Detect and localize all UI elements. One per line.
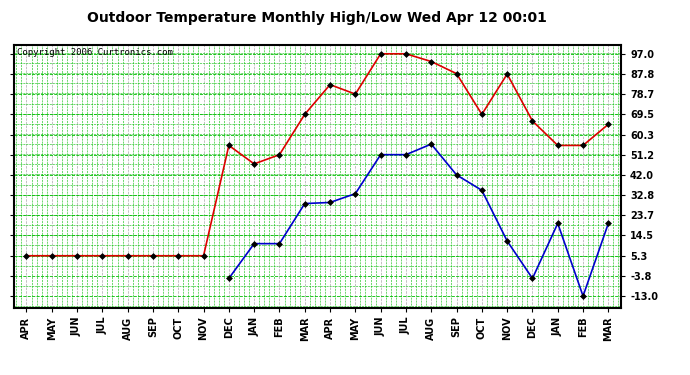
Text: Copyright 2006 Curtronics.com: Copyright 2006 Curtronics.com	[17, 48, 172, 57]
Text: Outdoor Temperature Monthly High/Low Wed Apr 12 00:01: Outdoor Temperature Monthly High/Low Wed…	[88, 11, 547, 25]
